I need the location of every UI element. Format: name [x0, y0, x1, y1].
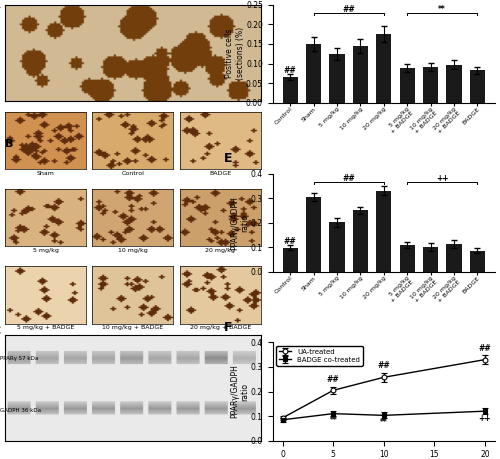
Bar [283, 77, 298, 103]
Bar [306, 44, 322, 103]
X-axis label: Control: Control [122, 171, 144, 175]
Text: ##: ## [478, 344, 492, 353]
Text: ##: ## [378, 361, 390, 370]
Text: PPARγ 57 kDa: PPARγ 57 kDa [0, 356, 38, 360]
Text: ##: ## [342, 174, 355, 183]
Bar [400, 68, 415, 103]
X-axis label: 5 mg/kg: 5 mg/kg [32, 248, 58, 253]
Bar [470, 70, 485, 103]
Text: GADPH 36 kDa: GADPH 36 kDa [0, 409, 41, 414]
Bar [446, 244, 462, 272]
Bar [446, 65, 462, 103]
X-axis label: 10 mg/kg + BADGE: 10 mg/kg + BADGE [102, 325, 164, 330]
Bar [400, 245, 415, 272]
Bar [353, 210, 368, 272]
Legend: UA-treated, BADGE co-treated: UA-treated, BADGE co-treated [276, 346, 362, 366]
Text: ##: ## [327, 375, 340, 384]
X-axis label: 10 mg/kg: 10 mg/kg [118, 248, 148, 253]
Text: **: ** [330, 416, 337, 425]
X-axis label: Sham: Sham [36, 171, 54, 175]
Text: **: ** [438, 5, 446, 14]
Text: E: E [224, 152, 232, 165]
Text: A: A [0, 0, 1, 10]
Y-axis label: PPARγ/GADPH
ratio: PPARγ/GADPH ratio [230, 196, 250, 250]
Bar [330, 222, 344, 272]
Y-axis label: Positive cells
(sections) (%): Positive cells (sections) (%) [225, 27, 244, 80]
Text: ##: ## [342, 5, 355, 14]
Bar [470, 251, 485, 272]
X-axis label: BADGE: BADGE [209, 171, 232, 175]
X-axis label: 20 mg/kg: 20 mg/kg [206, 248, 235, 253]
Text: ##: ## [284, 237, 296, 246]
Bar [376, 190, 392, 272]
Bar [353, 46, 368, 103]
Text: ++: ++ [478, 414, 491, 423]
Text: B: B [5, 139, 14, 149]
Text: F: F [224, 321, 232, 334]
Text: ++: ++ [436, 174, 448, 183]
Bar [306, 197, 322, 272]
X-axis label: 20 mg/kg + BADGE: 20 mg/kg + BADGE [190, 325, 251, 330]
Y-axis label: PPARγ/GADPH
ratio: PPARγ/GADPH ratio [230, 364, 250, 419]
Bar [423, 247, 438, 272]
Text: **: ** [380, 418, 388, 427]
Text: ##: ## [284, 66, 296, 74]
X-axis label: 5 mg/kg + BADGE: 5 mg/kg + BADGE [17, 325, 74, 330]
Bar [283, 248, 298, 272]
Bar [376, 34, 392, 103]
Bar [330, 54, 344, 103]
Bar [423, 67, 438, 103]
